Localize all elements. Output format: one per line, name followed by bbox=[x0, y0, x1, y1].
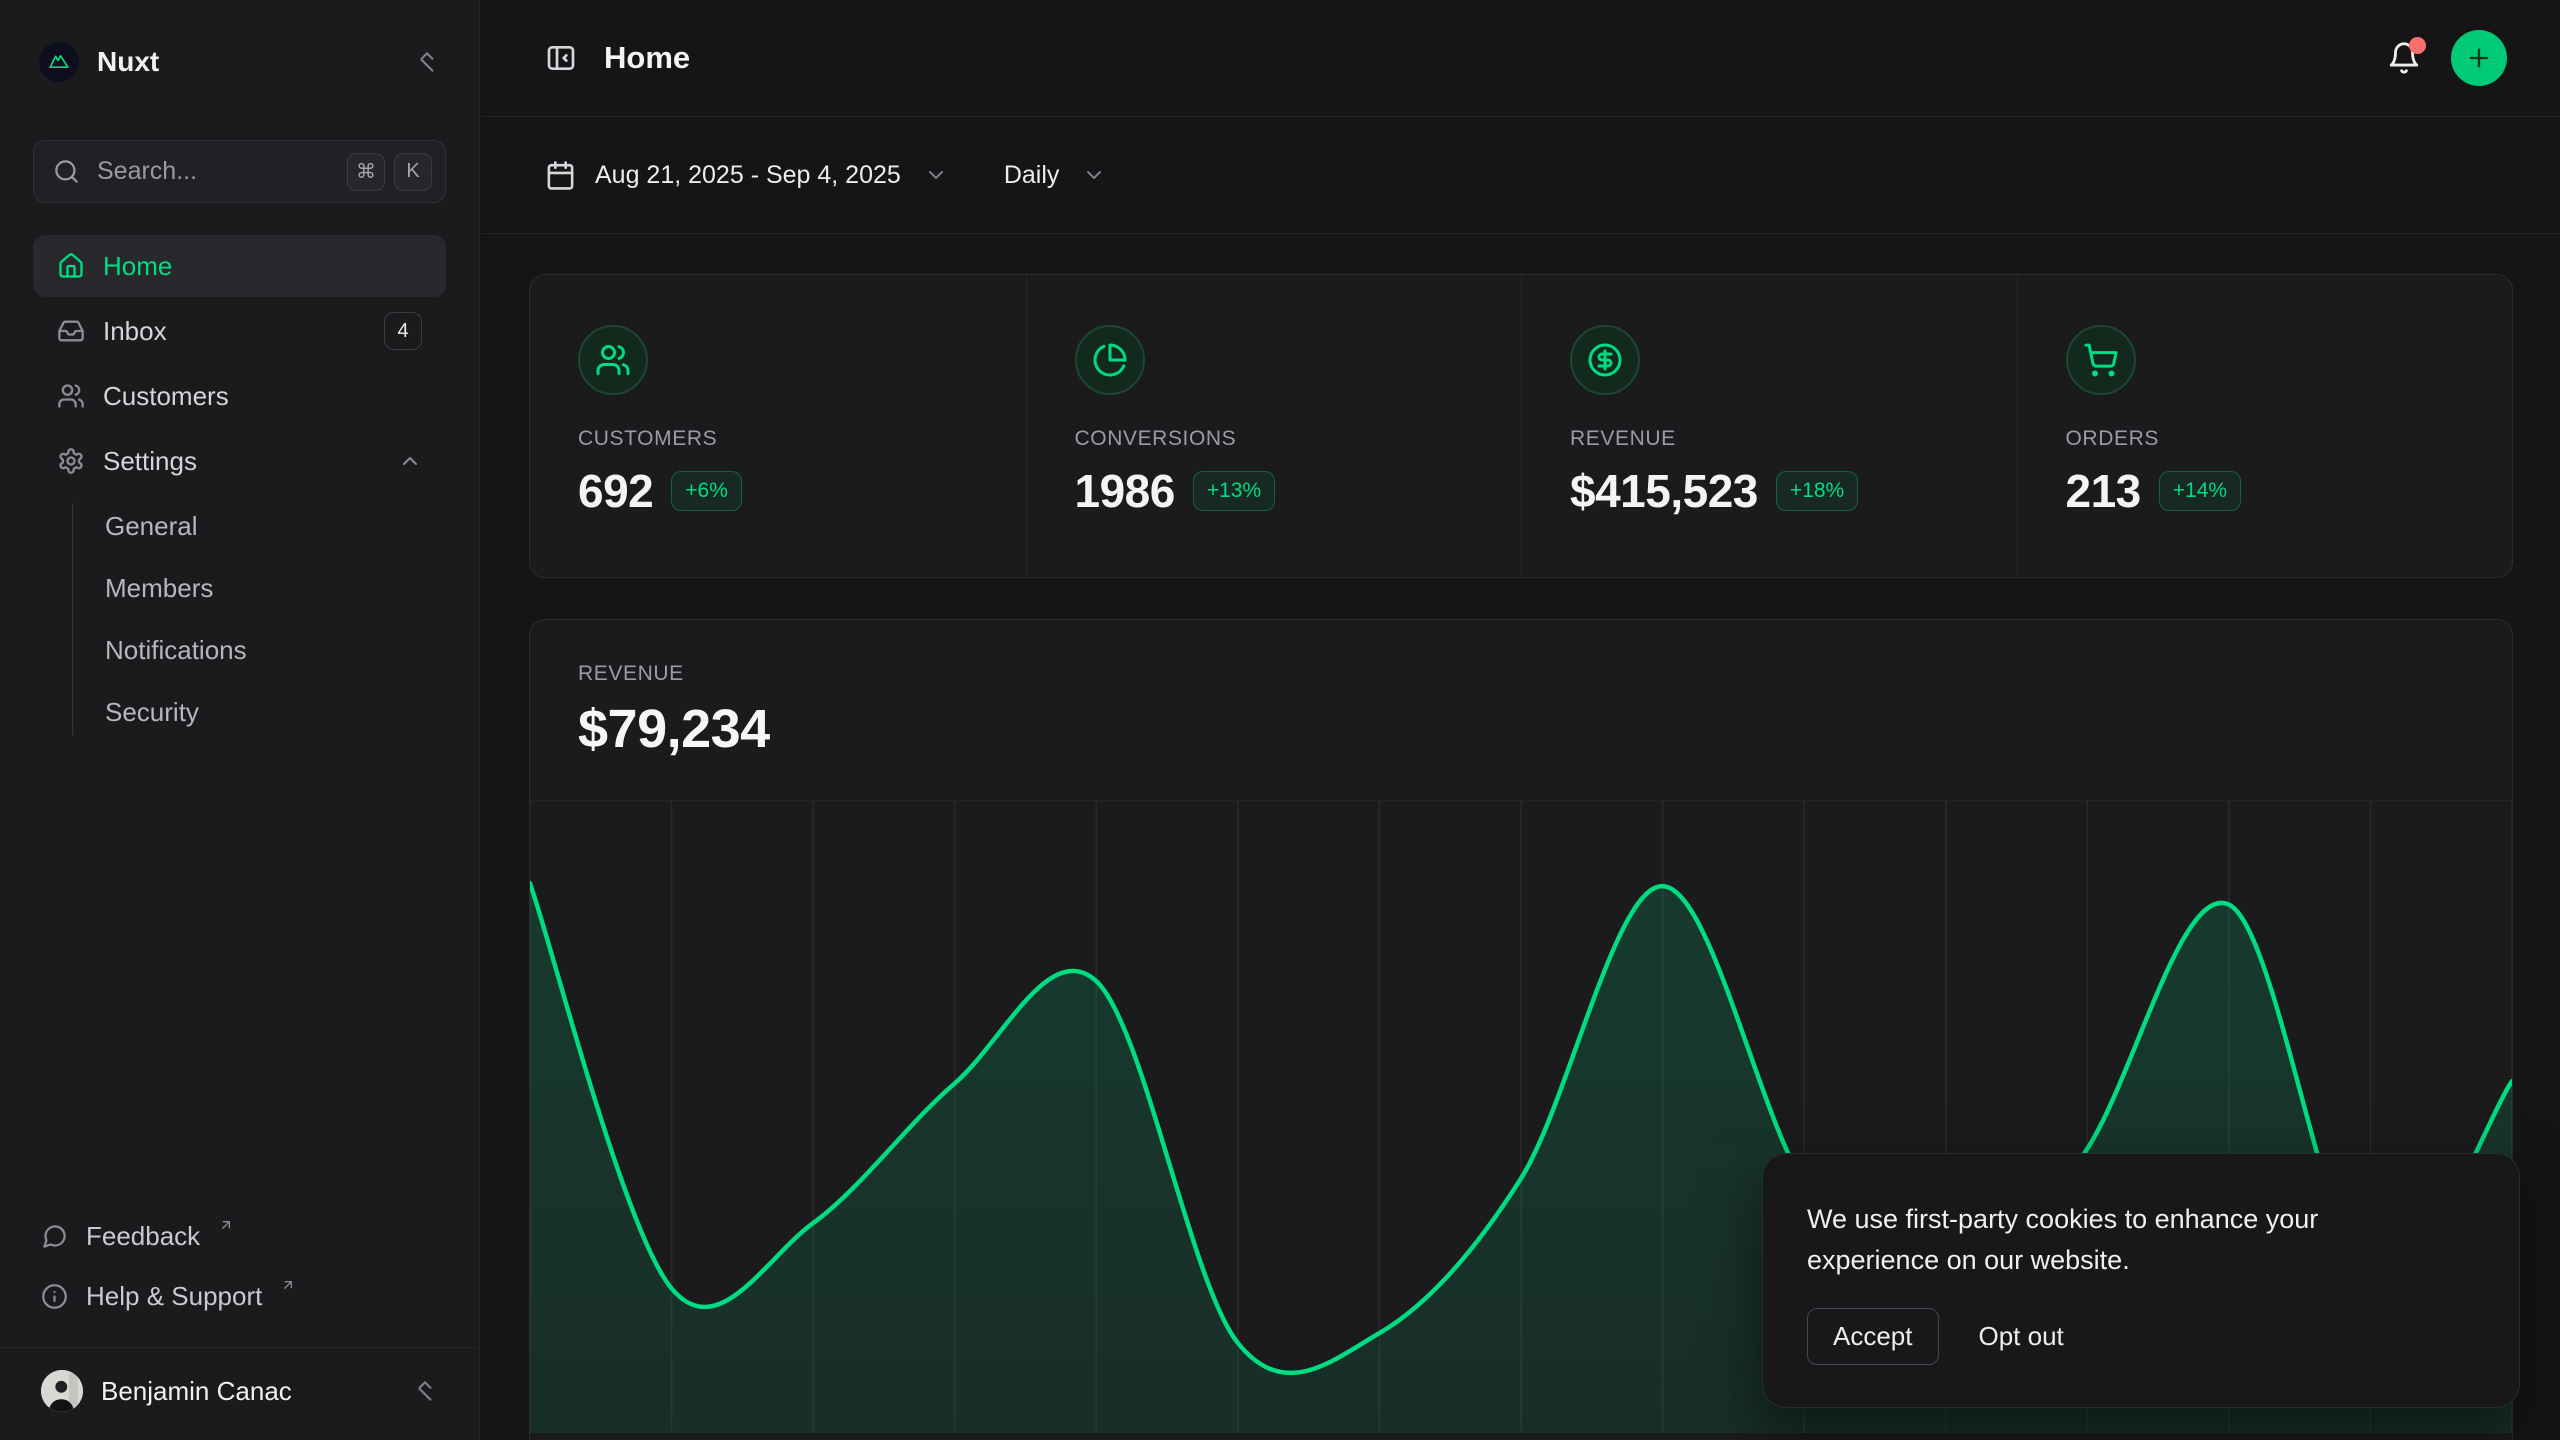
search-placeholder: Search... bbox=[97, 157, 330, 186]
external-link-icon bbox=[218, 1217, 234, 1233]
stat-delta-badge: +14% bbox=[2159, 471, 2241, 511]
users-icon bbox=[578, 325, 648, 395]
stat-label: REVENUE bbox=[1570, 427, 1969, 451]
shopping-cart-icon bbox=[2066, 325, 2136, 395]
chevron-down-icon bbox=[1082, 163, 1106, 187]
sidebar-item-label: Customers bbox=[103, 381, 229, 412]
sidebar-item-members[interactable]: Members bbox=[105, 557, 446, 619]
stat-orders[interactable]: ORDERS 213 +14% bbox=[2017, 275, 2513, 577]
date-range-value: Aug 21, 2025 - Sep 4, 2025 bbox=[595, 161, 901, 190]
user-avatar bbox=[41, 1370, 83, 1412]
stat-label: ORDERS bbox=[2066, 427, 2465, 451]
kbd-cmd: ⌘ bbox=[347, 153, 385, 191]
calendar-icon bbox=[545, 160, 576, 191]
user-name: Benjamin Canac bbox=[101, 1376, 292, 1407]
sidebar-item-home[interactable]: Home bbox=[33, 235, 446, 297]
stat-label: CONVERSIONS bbox=[1075, 427, 1474, 451]
sidebar-item-feedback[interactable]: Feedback bbox=[33, 1211, 446, 1271]
stat-label: CUSTOMERS bbox=[578, 427, 978, 451]
subnav-label: Notifications bbox=[105, 635, 247, 666]
search-icon bbox=[53, 158, 80, 185]
sidebar-nav: Home Inbox 4 Customers Settings Ge bbox=[33, 235, 446, 743]
period-value: Daily bbox=[1004, 161, 1060, 190]
cookie-banner: We use first-party cookies to enhance yo… bbox=[1762, 1153, 2520, 1408]
sidebar-item-label: Help & Support bbox=[86, 1281, 262, 1312]
page-header: Home bbox=[481, 0, 2560, 117]
chevrons-up-down-icon bbox=[412, 1378, 438, 1404]
stat-delta-badge: +13% bbox=[1193, 471, 1275, 511]
sidebar-item-security[interactable]: Security bbox=[105, 681, 446, 743]
brand-name: Nuxt bbox=[97, 46, 159, 78]
revenue-chart-total: $79,234 bbox=[578, 698, 2464, 760]
users-icon bbox=[57, 382, 85, 410]
sidebar-item-general[interactable]: General bbox=[105, 495, 446, 557]
stat-value: 213 bbox=[2066, 464, 2141, 518]
subnav-label: General bbox=[105, 511, 198, 542]
notifications-button[interactable] bbox=[2387, 41, 2421, 75]
sidebar-divider bbox=[0, 1347, 479, 1348]
stat-customers[interactable]: CUSTOMERS 692 +6% bbox=[530, 275, 1026, 577]
nuxt-logo-icon bbox=[39, 42, 79, 82]
inbox-count-badge: 4 bbox=[384, 312, 422, 350]
sidebar-item-settings[interactable]: Settings bbox=[33, 430, 446, 492]
stat-value: $415,523 bbox=[1570, 464, 1758, 518]
sidebar-item-customers[interactable]: Customers bbox=[33, 365, 446, 427]
panel-left-close-icon bbox=[545, 42, 577, 74]
info-circle-icon bbox=[41, 1283, 68, 1310]
sidebar-item-label: Settings bbox=[103, 446, 197, 477]
notification-dot bbox=[2409, 37, 2426, 54]
stat-delta-badge: +18% bbox=[1776, 471, 1858, 511]
user-menu[interactable]: Benjamin Canac bbox=[33, 1370, 446, 1412]
cookie-message: We use first-party cookies to enhance yo… bbox=[1807, 1199, 2427, 1281]
collapse-sidebar-button[interactable] bbox=[545, 42, 577, 74]
gear-icon bbox=[57, 447, 85, 475]
stats-card: CUSTOMERS 692 +6% CONVERSIONS 1986 +13% bbox=[529, 274, 2513, 578]
page-title: Home bbox=[604, 40, 690, 76]
sidebar-item-inbox[interactable]: Inbox 4 bbox=[33, 300, 446, 362]
sidebar-item-help-support[interactable]: Help & Support bbox=[33, 1271, 446, 1331]
filters-toolbar: Aug 21, 2025 - Sep 4, 2025 Daily bbox=[481, 117, 2560, 234]
subnav-label: Members bbox=[105, 573, 213, 604]
inbox-icon bbox=[57, 317, 85, 345]
house-icon bbox=[57, 252, 85, 280]
plus-icon bbox=[2465, 44, 2493, 72]
settings-subnav: General Members Notifications Security bbox=[72, 495, 446, 743]
chevrons-up-down-icon bbox=[414, 49, 440, 75]
stat-value: 1986 bbox=[1075, 464, 1175, 518]
team-switcher[interactable]: Nuxt bbox=[33, 42, 446, 82]
stat-conversions[interactable]: CONVERSIONS 1986 +13% bbox=[1026, 275, 1522, 577]
optout-cookies-button[interactable]: Opt out bbox=[1979, 1321, 2064, 1352]
kbd-k: K bbox=[394, 153, 432, 191]
circle-dollar-icon bbox=[1570, 325, 1640, 395]
period-select[interactable]: Daily bbox=[1004, 161, 1107, 190]
chevron-up-icon bbox=[398, 449, 422, 473]
pie-chart-icon bbox=[1075, 325, 1145, 395]
stat-revenue[interactable]: REVENUE $415,523 +18% bbox=[1521, 275, 2017, 577]
search-shortcut: ⌘ K bbox=[347, 153, 432, 191]
sidebar-item-notifications[interactable]: Notifications bbox=[105, 619, 446, 681]
stat-value: 692 bbox=[578, 464, 653, 518]
subnav-label: Security bbox=[105, 697, 199, 728]
date-range-picker[interactable]: Aug 21, 2025 - Sep 4, 2025 bbox=[545, 160, 948, 191]
sidebar-item-label: Inbox bbox=[103, 316, 167, 347]
sidebar: Nuxt Search... ⌘ K Home Inbox 4 bbox=[0, 0, 480, 1440]
revenue-chart-label: REVENUE bbox=[578, 662, 2464, 686]
search-input[interactable]: Search... ⌘ K bbox=[33, 140, 446, 203]
message-circle-icon bbox=[41, 1223, 68, 1250]
sidebar-spacer bbox=[33, 743, 446, 1211]
external-link-icon bbox=[280, 1277, 296, 1293]
accept-cookies-button[interactable]: Accept bbox=[1807, 1308, 1939, 1365]
chevron-down-icon bbox=[924, 163, 948, 187]
sidebar-item-label: Feedback bbox=[86, 1221, 200, 1252]
sidebar-item-label: Home bbox=[103, 251, 172, 282]
add-button[interactable] bbox=[2451, 30, 2507, 86]
stat-delta-badge: +6% bbox=[671, 471, 742, 511]
